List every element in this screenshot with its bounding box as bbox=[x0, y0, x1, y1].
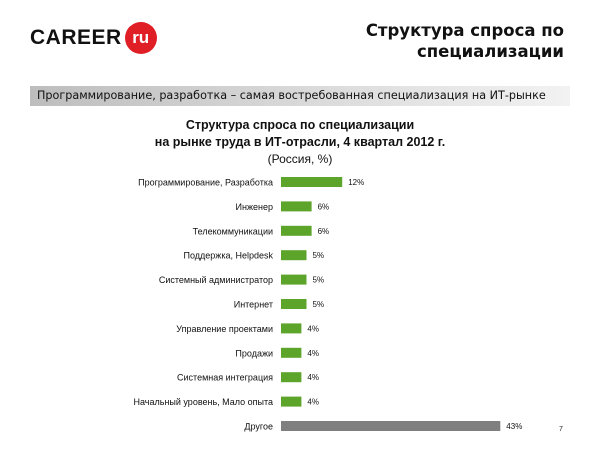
bar bbox=[281, 250, 307, 261]
headline-text: Программирование, разработка – самая вос… bbox=[37, 89, 546, 102]
category-label: Программирование, Разработка bbox=[138, 178, 273, 188]
career-ru-logo: CAREER ru bbox=[30, 22, 157, 54]
data-label: 4% bbox=[307, 349, 319, 358]
bar bbox=[281, 396, 302, 407]
data-label: 5% bbox=[313, 300, 325, 309]
slide-title-line-1: Структура спроса по bbox=[365, 21, 564, 40]
bar bbox=[281, 347, 302, 358]
bar bbox=[281, 201, 312, 212]
bar bbox=[281, 323, 302, 334]
data-label: 6% bbox=[318, 227, 330, 236]
category-label: Другое bbox=[244, 422, 273, 432]
headline-banner: Программирование, разработка – самая вос… bbox=[30, 86, 570, 106]
category-label: Инженер bbox=[236, 202, 273, 212]
data-label: 6% bbox=[318, 202, 330, 211]
bar bbox=[281, 299, 307, 309]
data-label: 12% bbox=[348, 178, 364, 187]
bar bbox=[281, 225, 312, 236]
category-label: Системная интеграция bbox=[177, 373, 273, 383]
category-label: Управление проектами bbox=[176, 324, 273, 334]
chart-title-line-1: Структура спроса по специализации bbox=[185, 118, 415, 132]
chart-header: Структура спроса по специализации на рын… bbox=[0, 117, 600, 168]
slide-title: Структура спроса по специализации bbox=[304, 20, 564, 62]
bar bbox=[281, 274, 307, 285]
slide-title-line-2: специализации bbox=[416, 42, 564, 61]
data-label: 5% bbox=[313, 276, 325, 285]
category-label: Начальный уровень, Мало опыта bbox=[134, 397, 274, 407]
data-label: 5% bbox=[313, 251, 325, 260]
page-number: 7 bbox=[559, 426, 563, 433]
bar bbox=[281, 177, 343, 187]
data-label: 4% bbox=[307, 324, 319, 333]
category-label: Продажи bbox=[235, 348, 273, 358]
category-label: Телекоммуникации bbox=[193, 226, 273, 236]
bar bbox=[281, 372, 302, 383]
category-label: Поддержка, Helpdesk bbox=[184, 251, 274, 261]
category-label: Системный администратор bbox=[159, 275, 273, 285]
data-label: 43% bbox=[506, 422, 522, 431]
chart-title-line-2: на рынке труда в ИТ-отрасли, 4 квартал 2… bbox=[154, 135, 446, 149]
chart-subtitle: (Россия, %) bbox=[267, 152, 333, 166]
data-label: 4% bbox=[307, 373, 319, 382]
data-label: 4% bbox=[307, 398, 319, 407]
logo-wordmark: CAREER bbox=[30, 26, 122, 49]
bar bbox=[281, 421, 501, 431]
category-label: Интернет bbox=[234, 300, 273, 310]
logo-badge: ru bbox=[124, 22, 157, 54]
